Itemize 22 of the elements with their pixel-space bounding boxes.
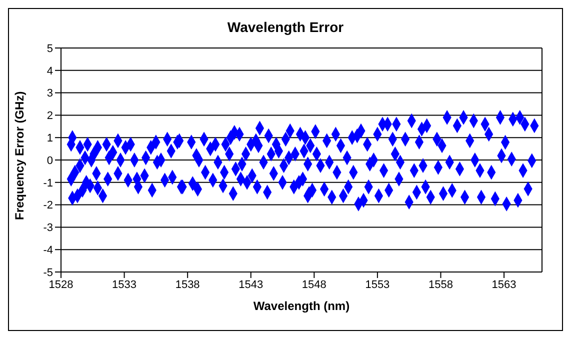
- y-axis-title: Frequency Error (GHz): [12, 91, 26, 220]
- x-tick-label: 1538: [175, 278, 200, 291]
- y-tick-label: -2: [43, 200, 53, 212]
- x-tick-label: 1558: [428, 278, 453, 291]
- chart-title: Wavelength Error: [226, 19, 345, 35]
- x-tick-label: 1553: [365, 278, 390, 291]
- y-tick-label: -4: [43, 244, 53, 257]
- y-tick-label: 3: [46, 88, 53, 100]
- y-tick-label: -5: [43, 266, 53, 279]
- y-tick-label: 1: [46, 132, 53, 145]
- x-tick-label: 1528: [48, 278, 74, 291]
- x-axis-title: Wavelength (nm): [253, 299, 350, 313]
- y-tick-label: 2: [46, 110, 53, 122]
- y-tick-label: -1: [43, 177, 53, 190]
- x-tick-label: 1563: [492, 278, 516, 291]
- y-tick-label: 4: [46, 65, 53, 78]
- x-tick-label: 1533: [112, 278, 137, 291]
- y-tick-label: 5: [46, 42, 53, 55]
- x-tick-label: 1548: [302, 278, 326, 291]
- y-tick-label: 0: [46, 154, 53, 167]
- y-tick-label: -3: [43, 222, 53, 234]
- x-tick-label: 1543: [238, 278, 264, 291]
